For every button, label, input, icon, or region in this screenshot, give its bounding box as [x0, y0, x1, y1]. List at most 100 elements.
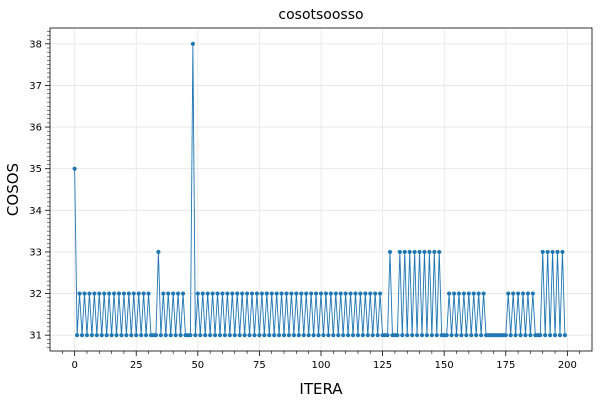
- data-point: [550, 249, 555, 255]
- data-point: [427, 249, 432, 255]
- data-point: [451, 291, 457, 296]
- data-point: [222, 333, 228, 338]
- data-point: [511, 291, 516, 296]
- data-point: [459, 333, 464, 338]
- data-point: [77, 291, 82, 296]
- data-point: [235, 291, 240, 296]
- data-point: [370, 333, 375, 338]
- y-tick-label: 37: [29, 81, 42, 92]
- y-tick-label: 33: [29, 247, 42, 258]
- data-point: [355, 333, 361, 338]
- data-point: [471, 291, 476, 296]
- data-point: [249, 291, 255, 296]
- data-point: [79, 333, 85, 338]
- data-point: [242, 333, 247, 338]
- x-tick-label: 25: [130, 360, 143, 371]
- data-point: [530, 291, 535, 296]
- data-point: [143, 333, 149, 338]
- data-point: [395, 333, 400, 338]
- x-tick-label: 100: [311, 360, 330, 371]
- data-point: [555, 249, 560, 255]
- y-tick-label: 38: [29, 39, 42, 50]
- data-point: [116, 291, 122, 296]
- data-point: [476, 291, 481, 296]
- data-point: [528, 333, 533, 338]
- x-tick-label: 125: [373, 360, 392, 371]
- data-point: [422, 249, 427, 255]
- data-point: [333, 291, 338, 296]
- data-point: [240, 291, 245, 296]
- data-point: [205, 291, 210, 296]
- data-point: [321, 333, 326, 338]
- data-point: [254, 291, 260, 296]
- data-point: [178, 333, 183, 338]
- x-tick-label: 75: [253, 360, 266, 371]
- data-point: [284, 291, 289, 296]
- data-point: [306, 333, 311, 338]
- axis-ticks: 0 25 50 75 100 125 150 175 200 31 32 33 34 35 36 37 38: [29, 31, 580, 371]
- data-point: [119, 333, 124, 338]
- data-point: [168, 333, 173, 338]
- data-point: [360, 333, 365, 338]
- data-point: [520, 291, 526, 296]
- data-point: [447, 291, 452, 296]
- data-point: [173, 333, 178, 338]
- data-point: [328, 291, 333, 296]
- data-point: [217, 333, 223, 338]
- data-point: [414, 333, 420, 338]
- data-point: [136, 291, 141, 296]
- data-point: [267, 333, 272, 338]
- data-point: [124, 333, 129, 338]
- data-point: [264, 291, 269, 296]
- data-point: [557, 333, 563, 338]
- data-point: [286, 333, 292, 338]
- data-point: [232, 333, 237, 338]
- data-point: [400, 333, 405, 338]
- data-point: [190, 41, 195, 46]
- data-point: [474, 333, 479, 338]
- data-point: [449, 333, 454, 338]
- data-point: [464, 333, 469, 338]
- data-point: [348, 291, 353, 296]
- data-point: [432, 249, 437, 255]
- data-point: [166, 291, 171, 296]
- data-point: [272, 333, 277, 338]
- data-point: [353, 291, 358, 296]
- data-point: [277, 333, 282, 338]
- data-point: [318, 291, 324, 296]
- data-point: [203, 333, 208, 338]
- data-point: [220, 291, 225, 296]
- data-point: [469, 333, 474, 338]
- data-point: [402, 249, 407, 255]
- x-tick-label: 200: [558, 360, 577, 371]
- data-point: [227, 333, 232, 338]
- data-point: [385, 333, 390, 338]
- data-point: [454, 333, 459, 338]
- data-point: [109, 333, 114, 338]
- data-point: [97, 291, 102, 296]
- data-point: [230, 291, 235, 296]
- data-point: [540, 249, 545, 255]
- data-point: [424, 333, 430, 338]
- data-point: [158, 333, 163, 338]
- data-point: [513, 333, 518, 338]
- data-point: [562, 333, 568, 338]
- data-point: [313, 291, 319, 296]
- data-point: [523, 333, 528, 338]
- data-point: [311, 333, 316, 338]
- data-point: [212, 333, 218, 338]
- data-point: [358, 291, 363, 296]
- data-point: [99, 333, 104, 338]
- x-tick-label: 50: [191, 360, 204, 371]
- data-point: [161, 291, 166, 296]
- data-point: [323, 291, 329, 296]
- data-point: [84, 333, 90, 338]
- data-point: [481, 291, 486, 296]
- data-point: [316, 333, 321, 338]
- data-point: [338, 291, 343, 296]
- data-point: [294, 291, 299, 296]
- data-point: [111, 291, 117, 296]
- data-point: [368, 291, 373, 296]
- data-point: [373, 291, 378, 296]
